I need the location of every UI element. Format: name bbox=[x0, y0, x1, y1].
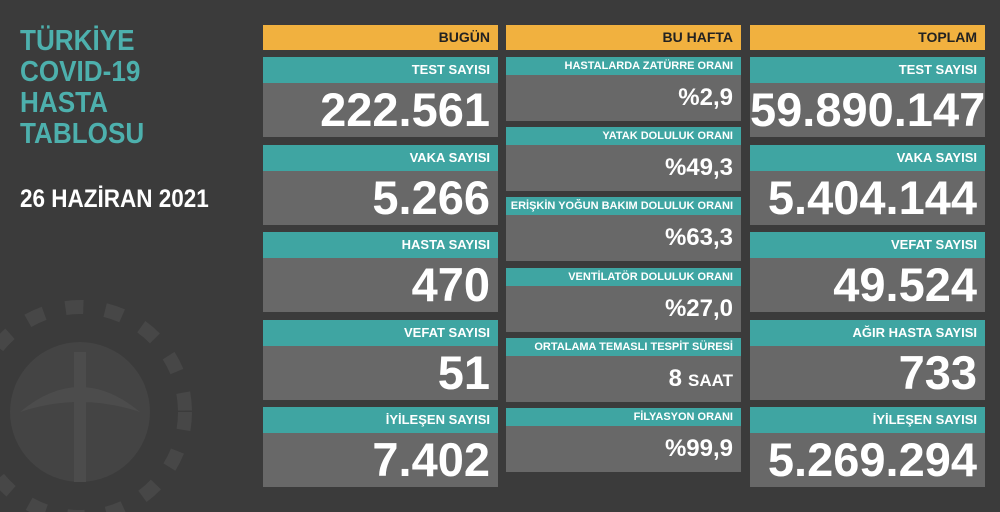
stat-card: VEFAT SAYISI 51 bbox=[263, 319, 498, 400]
stat-card: AĞIR HASTA SAYISI 733 bbox=[750, 319, 985, 400]
stat-label: AĞIR HASTA SAYISI bbox=[750, 319, 985, 346]
stat-value: %63,3 bbox=[506, 215, 741, 261]
stat-label: VAKA SAYISI bbox=[263, 144, 498, 171]
stat-number: 8 bbox=[668, 364, 682, 392]
stat-value: %27,0 bbox=[506, 286, 741, 332]
stat-card: TEST SAYISI 222.561 bbox=[263, 57, 498, 137]
stat-number: %27,0 bbox=[664, 294, 733, 322]
stat-number: 5.266 bbox=[372, 170, 490, 224]
stat-number: 51 bbox=[437, 345, 490, 399]
stat-number: 5.404.144 bbox=[767, 170, 977, 224]
stat-label: ERİŞKİN YOĞUN BAKIM DOLULUK ORANI bbox=[506, 197, 741, 216]
stat-label: HASTALARDA ZATÜRRE ORANI bbox=[506, 57, 741, 75]
emblem bbox=[0, 300, 192, 512]
title: TÜRKİYE COVID-19 HASTA TABLOSU bbox=[20, 26, 144, 150]
stat-label: FİLYASYON ORANI bbox=[506, 408, 741, 426]
stat-value: 470 bbox=[263, 258, 498, 312]
stat-label: YATAK DOLULUK ORANI bbox=[506, 127, 741, 146]
stat-number: 733 bbox=[898, 345, 977, 399]
stat-card: VENTİLATÖR DOLULUK ORANI %27,0 bbox=[506, 267, 741, 332]
stat-value: %2,9 bbox=[506, 75, 741, 121]
stat-card: İYİLEŞEN SAYISI 5.269.294 bbox=[750, 407, 985, 487]
stat-card: YATAK DOLULUK ORANI %49,3 bbox=[506, 127, 741, 192]
stat-value: 51 bbox=[263, 346, 498, 400]
stat-card: HASTA SAYISI 470 bbox=[263, 232, 498, 312]
stat-card: VEFAT SAYISI 49.524 bbox=[750, 232, 985, 312]
stat-card: VAKA SAYISI 5.404.144 bbox=[750, 144, 985, 225]
stat-number: 7.402 bbox=[372, 433, 490, 486]
stat-number: %49,3 bbox=[664, 154, 733, 182]
stat-label: TEST SAYISI bbox=[750, 57, 985, 83]
stat-unit: SAAT bbox=[687, 370, 733, 390]
title-line: TÜRKİYE bbox=[20, 25, 135, 57]
stat-label: ORTALAMA TEMASLI TESPİT SÜRESİ bbox=[506, 337, 741, 356]
stat-label: VAKA SAYISI bbox=[750, 144, 985, 171]
stat-card: HASTALARDA ZATÜRRE ORANI %2,9 bbox=[506, 57, 741, 121]
stat-card: ORTALAMA TEMASLI TESPİT SÜRESİ 8 SAAT bbox=[506, 337, 741, 402]
stat-number: %2,9 bbox=[678, 84, 733, 111]
stat-card: VAKA SAYISI 5.266 bbox=[263, 144, 498, 225]
stat-value: 733 bbox=[750, 346, 985, 400]
stat-value: 5.404.144 bbox=[750, 171, 985, 225]
stat-label: HASTA SAYISI bbox=[263, 232, 498, 258]
stat-value: %49,3 bbox=[506, 145, 741, 191]
stat-value: 59.890.147 bbox=[750, 83, 985, 137]
stat-card: ERİŞKİN YOĞUN BAKIM DOLULUK ORANI %63,3 bbox=[506, 197, 741, 262]
stat-value: 222.561 bbox=[263, 83, 498, 137]
stat-label: VEFAT SAYISI bbox=[750, 232, 985, 258]
stat-value: 49.524 bbox=[750, 258, 985, 312]
stat-label: VENTİLATÖR DOLULUK ORANI bbox=[506, 267, 741, 286]
column-header: BU HAFTA bbox=[506, 25, 741, 50]
title-line: TABLOSU bbox=[20, 118, 145, 150]
stat-label: TEST SAYISI bbox=[263, 57, 498, 83]
title-line: COVID-19 bbox=[20, 56, 141, 88]
stat-label: İYİLEŞEN SAYISI bbox=[263, 407, 498, 433]
stat-number: %99,9 bbox=[664, 435, 733, 462]
stat-card: FİLYASYON ORANI %99,9 bbox=[506, 408, 741, 472]
stat-number: 470 bbox=[411, 258, 490, 311]
stat-card: TEST SAYISI 59.890.147 bbox=[750, 57, 985, 137]
stat-number: %63,3 bbox=[664, 224, 733, 252]
stat-number: 49.524 bbox=[833, 258, 977, 311]
stat-value: 8 SAAT bbox=[506, 356, 741, 402]
stat-number: 222.561 bbox=[320, 83, 490, 136]
stat-value: 5.269.294 bbox=[750, 433, 985, 487]
column-header: BUGÜN bbox=[263, 25, 498, 50]
title-line: HASTA bbox=[20, 87, 108, 119]
stat-label: VEFAT SAYISI bbox=[263, 319, 498, 346]
column-header: TOPLAM bbox=[750, 25, 985, 50]
stat-value: 7.402 bbox=[263, 433, 498, 487]
stat-label: İYİLEŞEN SAYISI bbox=[750, 407, 985, 433]
stat-value: 5.266 bbox=[263, 171, 498, 225]
stat-number: 5.269.294 bbox=[767, 433, 977, 486]
stat-card: İYİLEŞEN SAYISI 7.402 bbox=[263, 407, 498, 487]
stat-value: %99,9 bbox=[506, 426, 741, 472]
date: 26 HAZİRAN 2021 bbox=[20, 185, 209, 213]
stat-number: 59.890.147 bbox=[750, 83, 985, 136]
